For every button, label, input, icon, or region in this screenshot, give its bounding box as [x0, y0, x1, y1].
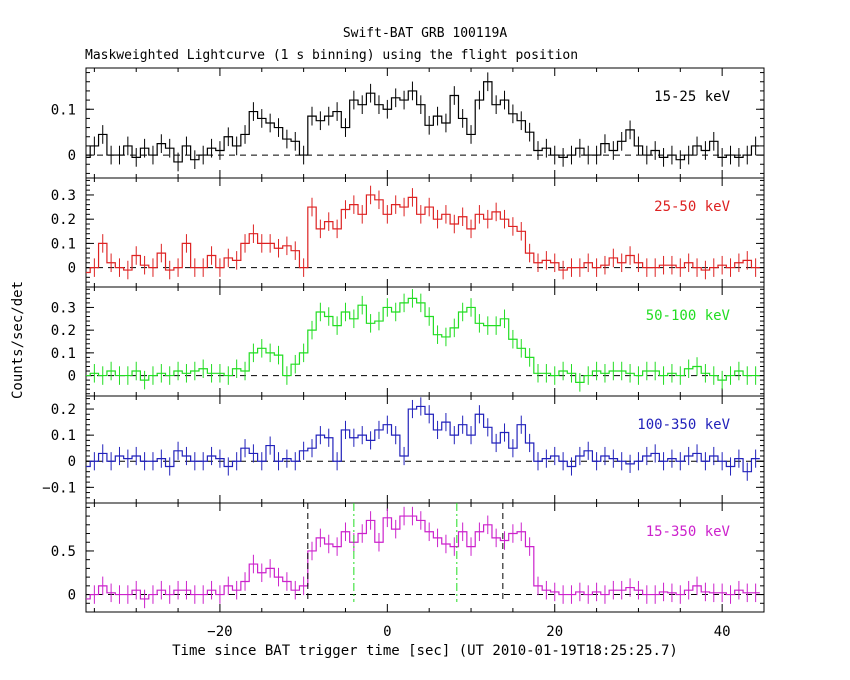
x-tick-label: −20: [207, 624, 232, 640]
x-tick-label: 0: [383, 624, 391, 640]
panel-1: 0 0.1 0.2 0.3 25-50 keV: [51, 177, 765, 288]
y-tick-label: 0.1: [51, 346, 76, 362]
series-line: [86, 297, 760, 383]
panel-4: 0 0.5 15-350 keV: [51, 502, 765, 613]
x-tick-labels: −20 0 20 40: [207, 624, 730, 640]
y-tick-label: 0.3: [51, 300, 76, 316]
y-tick-label: 0.2: [51, 323, 76, 339]
y-tick-label: 0.2: [51, 212, 76, 228]
series-label: 50-100 keV: [646, 308, 731, 324]
y-tick-label: 0: [68, 369, 76, 385]
panel-frame: [85, 502, 765, 613]
y-tick-label: 0.3: [51, 188, 76, 204]
y-tick-label: 0: [68, 261, 76, 277]
x-axis-label: Time since BAT trigger time [sec] (UT 20…: [172, 643, 678, 659]
x-tick-label: 20: [546, 624, 563, 640]
series-line: [86, 81, 760, 163]
panel-frame: [85, 177, 765, 288]
y-tick-label: 0: [68, 588, 76, 604]
x-tick-label: 40: [714, 624, 731, 640]
y-tick-label: 0.1: [51, 428, 76, 444]
y-tick-label: 0.1: [51, 236, 76, 252]
series-line: [86, 515, 760, 600]
series-label: 15-350 keV: [646, 524, 731, 540]
y-tick-label: 0.1: [51, 102, 76, 118]
y-tick-label: 0.2: [51, 402, 76, 418]
y-tick-label: −0.1: [42, 480, 76, 496]
series-line: [86, 405, 760, 473]
y-tick-label: 0.5: [51, 544, 76, 560]
series-line: [86, 194, 760, 274]
chart-subtitle: Maskweighted Lightcurve (1 s binning) us…: [85, 48, 578, 63]
y-tick-label: 0: [68, 148, 76, 164]
series-label: 15-25 keV: [654, 89, 730, 105]
series-label: 25-50 keV: [654, 199, 730, 215]
panel-0: 0 0.1 15-25 keV: [51, 67, 765, 179]
series-label: 100-350 keV: [637, 417, 730, 433]
panel-2: 0 0.1 0.2 0.3 50-100 keV: [51, 286, 765, 397]
y-axis-label: Counts/sec/det: [10, 281, 26, 399]
y-tick-label: 0: [68, 454, 76, 470]
panel-3: −0.1 0 0.1 0.2 100-350 keV: [42, 395, 765, 504]
chart-title: Swift-BAT GRB 100119A: [343, 26, 508, 41]
